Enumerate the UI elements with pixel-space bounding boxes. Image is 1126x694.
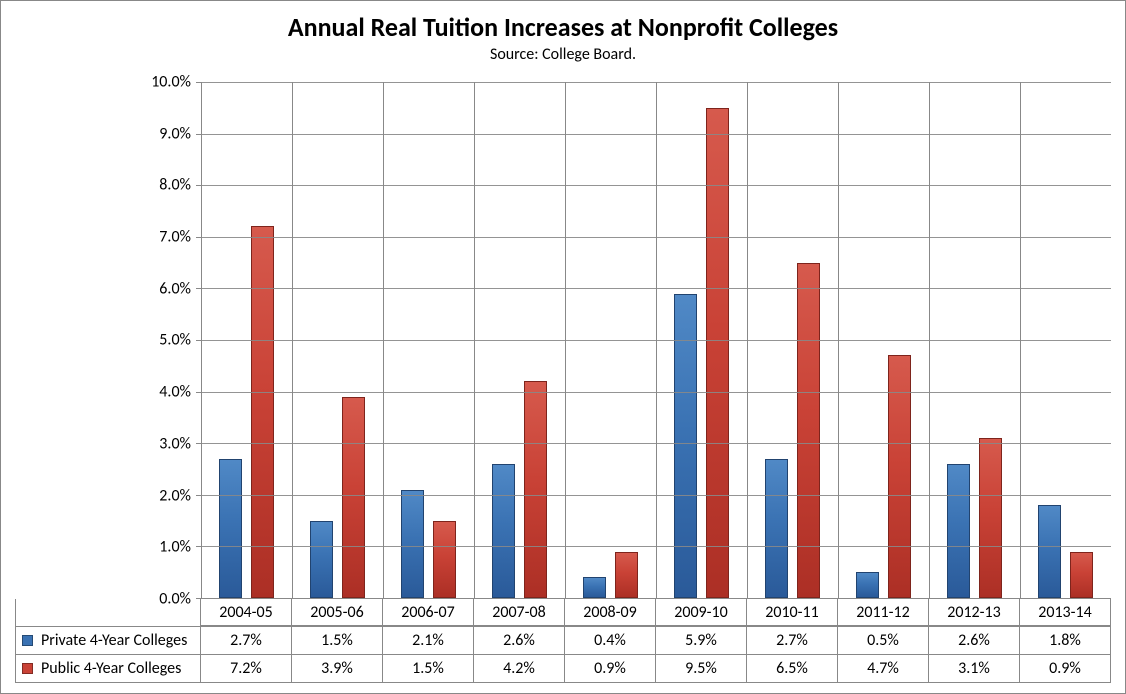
y-tick-label: 0.0% bbox=[159, 590, 191, 609]
y-tick-label: 1.0% bbox=[159, 538, 191, 557]
y-tick-mark bbox=[196, 237, 202, 238]
value-cell: 1.5% bbox=[383, 655, 474, 683]
gridline bbox=[202, 340, 1111, 341]
bar-public bbox=[615, 552, 638, 598]
plot-row: 0.0%1.0%2.0%3.0%4.0%5.0%6.0%7.0%8.0%9.0%… bbox=[15, 82, 1111, 599]
value-cell: 5.9% bbox=[656, 627, 747, 655]
y-tick-mark bbox=[196, 495, 202, 496]
y-tick-mark bbox=[196, 288, 202, 289]
y-tick-label: 2.0% bbox=[159, 486, 191, 505]
plot-area bbox=[201, 82, 1111, 599]
category-cell: 2005-06 bbox=[292, 599, 383, 626]
category-cell: 2011-12 bbox=[838, 599, 929, 626]
data-table: Private 4-Year Colleges Public 4-Year Co… bbox=[15, 599, 1111, 683]
bar-private bbox=[583, 577, 606, 598]
swatch-private-icon bbox=[22, 635, 33, 646]
y-tick-label: 7.0% bbox=[159, 228, 191, 247]
gridline bbox=[202, 495, 1111, 496]
chart-subtitle: Source: College Board. bbox=[15, 45, 1111, 64]
value-cell: 0.4% bbox=[565, 627, 656, 655]
bar-private bbox=[856, 572, 879, 598]
y-tick-mark bbox=[196, 546, 202, 547]
y-tick-mark bbox=[196, 392, 202, 393]
category-cell: 2004-05 bbox=[201, 599, 292, 626]
chart-frame: Annual Real Tuition Increases at Nonprof… bbox=[0, 0, 1126, 694]
legend-row-public: Public 4-Year Colleges bbox=[15, 655, 201, 683]
bar-public bbox=[706, 108, 729, 598]
bar-private bbox=[310, 521, 333, 598]
y-tick-label: 4.0% bbox=[159, 383, 191, 402]
bar-public bbox=[1070, 552, 1093, 598]
value-cell: 9.5% bbox=[656, 655, 747, 683]
legend-label-public: Public 4-Year Colleges bbox=[41, 659, 181, 678]
gridline bbox=[202, 82, 1111, 83]
legend-row-private: Private 4-Year Colleges bbox=[15, 627, 201, 655]
swatch-public-icon bbox=[22, 663, 33, 674]
values-row-private: 2.7%1.5%2.1%2.6%0.4%5.9%2.7%0.5%2.6%1.8% bbox=[201, 627, 1111, 655]
y-tick-label: 6.0% bbox=[159, 279, 191, 298]
y-tick-mark bbox=[196, 82, 202, 83]
chart-title: Annual Real Tuition Increases at Nonprof… bbox=[15, 13, 1111, 43]
y-tick-mark bbox=[196, 598, 202, 599]
bar-private bbox=[765, 459, 788, 598]
value-cell: 2.1% bbox=[383, 627, 474, 655]
y-tick-mark bbox=[196, 134, 202, 135]
y-tick-mark bbox=[196, 185, 202, 186]
gridline bbox=[202, 443, 1111, 444]
value-cell: 0.9% bbox=[1020, 655, 1111, 683]
value-cell: 4.2% bbox=[474, 655, 565, 683]
value-cell: 0.5% bbox=[838, 627, 929, 655]
value-cell: 2.6% bbox=[929, 627, 1020, 655]
value-cell: 7.2% bbox=[201, 655, 292, 683]
values-row-public: 7.2%3.9%1.5%4.2%0.9%9.5%6.5%4.7%3.1%0.9% bbox=[201, 655, 1111, 683]
category-cell: 2008-09 bbox=[565, 599, 656, 626]
gridline bbox=[202, 546, 1111, 547]
bar-private bbox=[1038, 505, 1061, 598]
gridline bbox=[202, 134, 1111, 135]
legend-column: Private 4-Year Colleges Public 4-Year Co… bbox=[15, 599, 201, 683]
value-cell: 3.9% bbox=[292, 655, 383, 683]
value-cell: 2.6% bbox=[474, 627, 565, 655]
category-cell: 2013-14 bbox=[1020, 599, 1111, 626]
value-cell: 2.7% bbox=[201, 627, 292, 655]
bar-public bbox=[979, 438, 1002, 598]
category-cell: 2007-08 bbox=[474, 599, 565, 626]
chart-body: 0.0% 1.0% 2.0% 3.0% 4.0% 5.0% 6.0% 7.0% 8.0% 9.0%… bbox=[15, 82, 1111, 683]
gridline bbox=[202, 288, 1111, 289]
y-tick-mark bbox=[196, 443, 202, 444]
value-cell: 2.7% bbox=[747, 627, 838, 655]
y-tick-label: 5.0% bbox=[159, 331, 191, 350]
gridline bbox=[202, 392, 1111, 393]
bar-public bbox=[433, 521, 456, 598]
category-cell: 2012-13 bbox=[929, 599, 1020, 626]
value-cell: 3.1% bbox=[929, 655, 1020, 683]
bar-private bbox=[947, 464, 970, 598]
category-cell: 2010-11 bbox=[747, 599, 838, 626]
y-tick-label: 3.0% bbox=[159, 434, 191, 453]
category-cell: 2009-10 bbox=[656, 599, 747, 626]
bar-private bbox=[401, 490, 424, 598]
value-cell: 0.9% bbox=[565, 655, 656, 683]
gridline bbox=[202, 185, 1111, 186]
value-cell: 4.7% bbox=[838, 655, 929, 683]
y-tick-label: 10.0% bbox=[151, 72, 191, 91]
y-axis: 0.0%1.0%2.0%3.0%4.0%5.0%6.0%7.0%8.0%9.0%… bbox=[15, 82, 201, 599]
gridline bbox=[202, 237, 1111, 238]
legend-label-private: Private 4-Year Colleges bbox=[41, 631, 187, 650]
category-cell: 2006-07 bbox=[383, 599, 474, 626]
value-cell: 1.8% bbox=[1020, 627, 1111, 655]
bar-private bbox=[219, 459, 242, 598]
bar-public bbox=[797, 263, 820, 598]
bar-public bbox=[524, 381, 547, 598]
y-tick-label: 8.0% bbox=[159, 176, 191, 195]
category-row: 2004-052005-062006-072007-082008-092009-… bbox=[201, 599, 1111, 627]
bar-public bbox=[342, 397, 365, 598]
y-tick-label: 9.0% bbox=[159, 124, 191, 143]
bar-public bbox=[251, 226, 274, 598]
values-column: 2004-052005-062006-072007-082008-092009-… bbox=[201, 599, 1111, 683]
value-cell: 6.5% bbox=[747, 655, 838, 683]
y-tick-mark bbox=[196, 340, 202, 341]
value-cell: 1.5% bbox=[292, 627, 383, 655]
bar-private bbox=[492, 464, 515, 598]
